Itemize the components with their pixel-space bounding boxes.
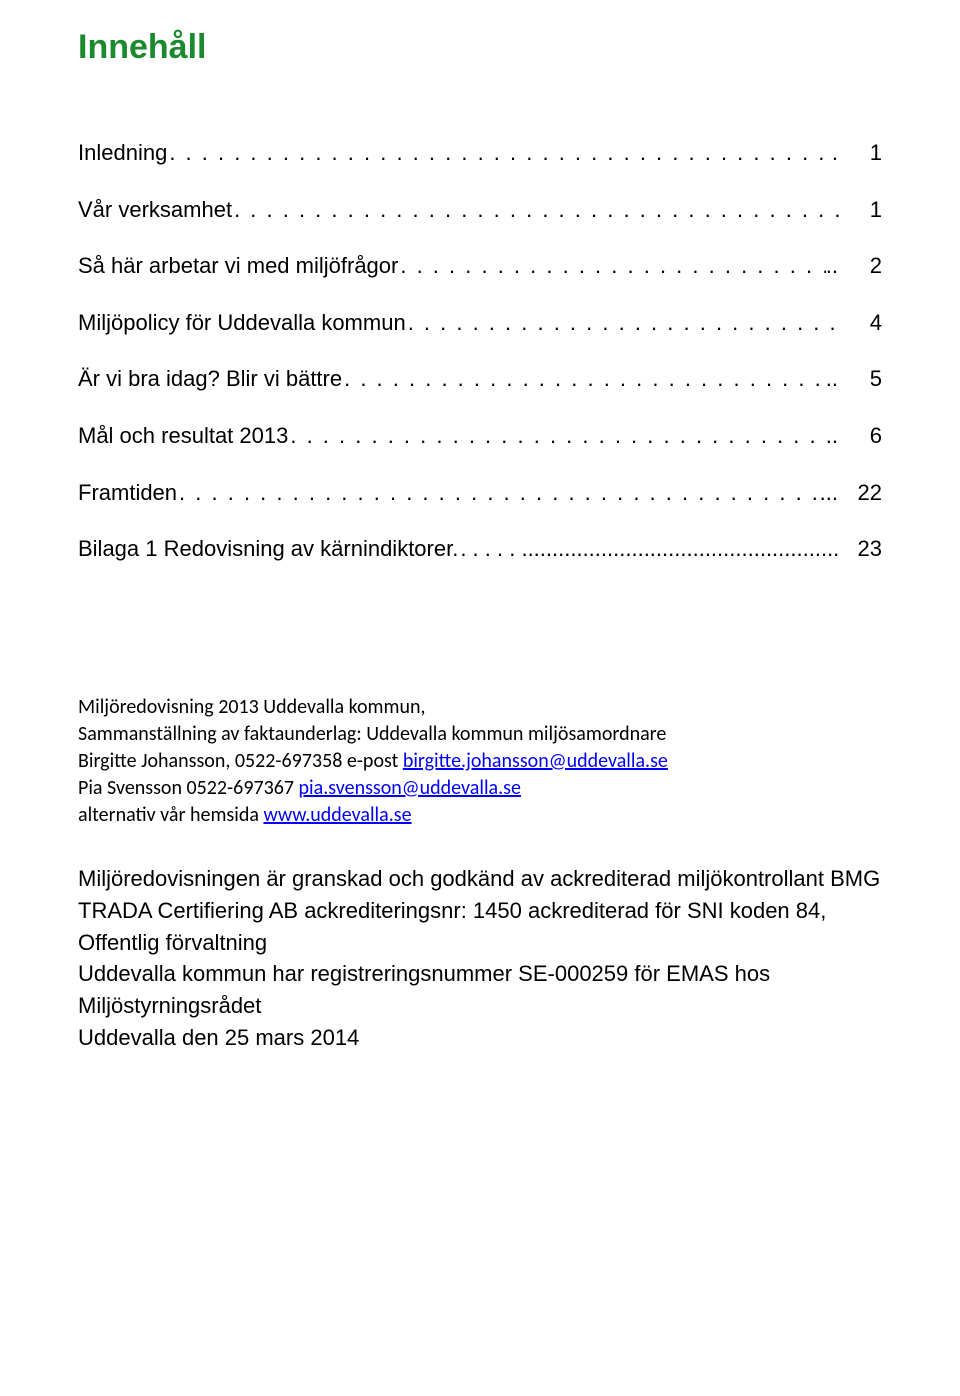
credits-line: Sammanställning av faktaunderlag: Uddeva…	[78, 721, 882, 748]
toc-leader-dots: . . . . . . . . . . . . . . . . . . . . …	[342, 365, 826, 394]
toc-page-number: 1	[840, 139, 882, 168]
toc-page-number: 1	[840, 196, 882, 225]
toc-label: Är vi bra idag? Blir vi bättre	[78, 365, 342, 394]
email-link[interactable]: birgitte.johansson@uddevalla.se	[403, 749, 668, 773]
toc-label: Vår verksamhet	[78, 196, 232, 225]
credits-line: Pia Svensson 0522-697367 pia.svensson@ud…	[78, 775, 882, 802]
toc-suffix: ..	[826, 422, 840, 451]
toc-label-wrap: Är vi bra idag? Blir vi bättre. . . . . …	[78, 365, 840, 394]
toc-leader-dots: . . . . . . . . . . . . . . . . . . . . …	[167, 139, 832, 168]
credits-line: Birgitte Johansson, 0522-697358 e-post b…	[78, 748, 882, 775]
toc-suffix: ..	[826, 252, 840, 281]
toc-row: Mål och resultat 2013. . . . . . . . . .…	[78, 422, 882, 451]
table-of-contents: Inledning. . . . . . . . . . . . . . . .…	[78, 139, 882, 564]
toc-row: Bilaga 1 Redovisning av kärnindiktorer. …	[78, 535, 882, 564]
credits-block: Miljöredovisning 2013 Uddevalla kommun, …	[78, 694, 882, 829]
toc-page-number: 4	[840, 309, 882, 338]
accreditation-paragraph: Miljöredovisningen är granskad och godkä…	[78, 863, 882, 959]
email-link[interactable]: pia.svensson@uddevalla.se	[299, 776, 521, 800]
toc-label: Miljöpolicy för Uddevalla kommun	[78, 309, 406, 338]
toc-leader-dots: . . . . . . . . . . . . . . . . . . . . …	[406, 309, 840, 338]
toc-label: Så här arbetar vi med miljöfrågor	[78, 252, 398, 281]
toc-leader-dots: . . . . . . . . . . . . . . . . . . . . …	[288, 422, 825, 451]
toc-page-number: 6	[840, 422, 882, 451]
toc-suffix: ..	[826, 365, 840, 394]
website-link[interactable]: www.uddevalla.se	[263, 803, 411, 827]
toc-page-number: 22	[840, 479, 882, 508]
toc-suffix: ...	[820, 479, 840, 508]
toc-label: Bilaga 1 Redovisning av kärnindiktorer.	[78, 535, 458, 564]
credits-text: alternativ vår hemsida	[78, 803, 263, 827]
toc-leader-dots: . . . . . . . . . . . . . . . . . . . . …	[398, 252, 825, 281]
page-title: Innehåll	[78, 28, 882, 67]
accreditation-paragraph: Uddevalla den 25 mars 2014	[78, 1022, 882, 1054]
toc-row: Är vi bra idag? Blir vi bättre. . . . . …	[78, 365, 882, 394]
toc-row: Miljöpolicy för Uddevalla kommun. . . . …	[78, 309, 882, 338]
toc-row: Framtiden. . . . . . . . . . . . . . . .…	[78, 479, 882, 508]
toc-leader-dots: . . . . . . . . . . . . . . . . . . . . …	[232, 196, 840, 225]
toc-leader-dots: . . . . . ..............................…	[458, 535, 840, 564]
toc-page-number: 2	[840, 252, 882, 281]
credits-line: alternativ vår hemsida www.uddevalla.se	[78, 802, 882, 829]
accreditation-block: Miljöredovisningen är granskad och godkä…	[78, 863, 882, 1054]
toc-page-number: 5	[840, 365, 882, 394]
toc-label-wrap: Mål och resultat 2013. . . . . . . . . .…	[78, 422, 840, 451]
toc-label: Framtiden	[78, 479, 177, 508]
toc-page-number: 23	[840, 535, 882, 564]
accreditation-paragraph: Uddevalla kommun har registreringsnummer…	[78, 958, 882, 1022]
toc-label-wrap: Inledning. . . . . . . . . . . . . . . .…	[78, 139, 840, 168]
toc-label-wrap: Bilaga 1 Redovisning av kärnindiktorer. …	[78, 535, 840, 564]
credits-line: Miljöredovisning 2013 Uddevalla kommun,	[78, 694, 882, 721]
toc-suffix: .	[832, 139, 840, 168]
toc-row: Vår verksamhet. . . . . . . . . . . . . …	[78, 196, 882, 225]
credits-text: Pia Svensson 0522-697367	[78, 776, 299, 800]
toc-row: Inledning. . . . . . . . . . . . . . . .…	[78, 139, 882, 168]
toc-label-wrap: Framtiden. . . . . . . . . . . . . . . .…	[78, 479, 840, 508]
toc-label-wrap: Vår verksamhet. . . . . . . . . . . . . …	[78, 196, 840, 225]
toc-row: Så här arbetar vi med miljöfrågor. . . .…	[78, 252, 882, 281]
toc-label: Inledning	[78, 139, 167, 168]
toc-leader-dots: . . . . . . . . . . . . . . . . . . . . …	[177, 479, 820, 508]
toc-label-wrap: Så här arbetar vi med miljöfrågor. . . .…	[78, 252, 840, 281]
credits-text: Birgitte Johansson, 0522-697358 e-post	[78, 749, 403, 773]
toc-label: Mål och resultat 2013	[78, 422, 288, 451]
toc-label-wrap: Miljöpolicy för Uddevalla kommun. . . . …	[78, 309, 840, 338]
